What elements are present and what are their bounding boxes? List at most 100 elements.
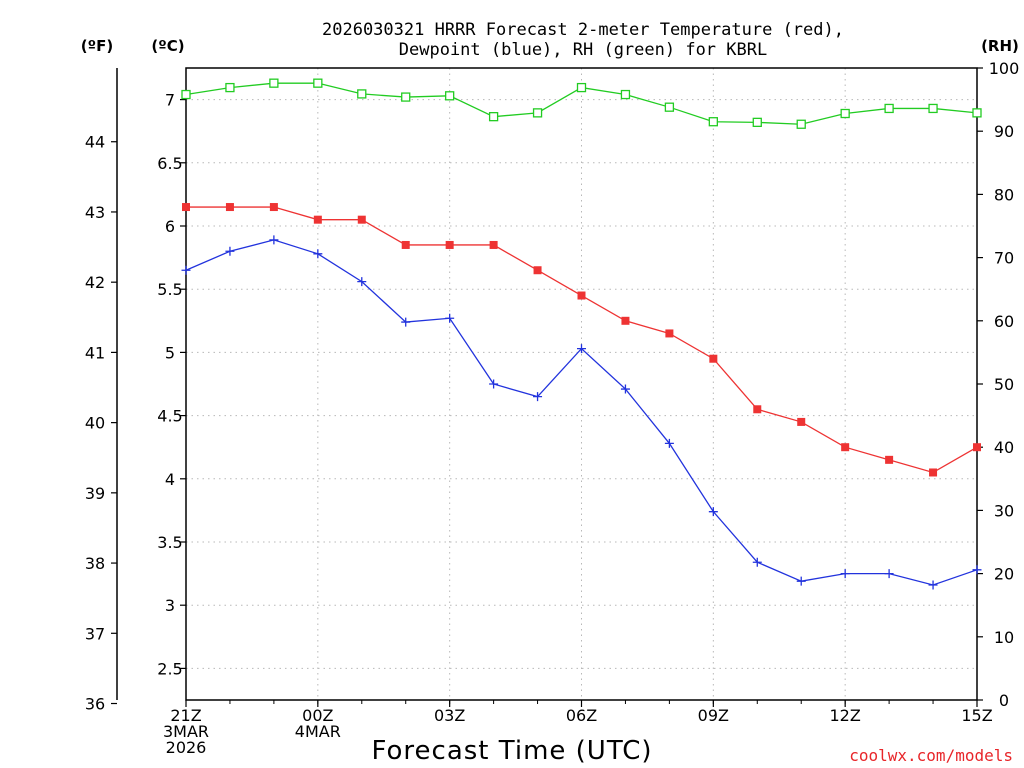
- data-point: [313, 78, 323, 88]
- x-tick-label: 2026: [166, 738, 207, 757]
- celsius-tick-label: 3.5: [157, 533, 182, 552]
- data-point: [796, 576, 806, 586]
- rh-tick-label: 40: [994, 438, 1014, 457]
- data-point: [928, 103, 938, 114]
- rh-tick-label: 10: [994, 628, 1014, 647]
- data-point: [181, 89, 191, 100]
- data-point: [445, 240, 454, 249]
- data-point: [621, 316, 630, 325]
- x-axis-label: Forecast Time (UTC): [371, 736, 652, 766]
- rh-tick-label: 60: [994, 312, 1014, 331]
- chart-title-line1: 2026030321 HRRR Forecast 2-meter Tempera…: [322, 20, 844, 40]
- fahrenheit-tick-label: 44: [85, 133, 105, 152]
- data-point: [752, 117, 762, 128]
- data-point: [708, 507, 718, 517]
- series-dewpoint-c: [181, 235, 982, 590]
- data-point: [533, 392, 543, 402]
- fahrenheit-tick-label: 38: [85, 554, 105, 573]
- data-point: [752, 557, 762, 567]
- celsius-tick-label: 4.5: [157, 407, 182, 426]
- data-point: [401, 92, 411, 102]
- celsius-tick-label: 3: [165, 596, 175, 615]
- data-point: [576, 82, 587, 93]
- data-point: [182, 203, 190, 212]
- data-point: [489, 240, 498, 249]
- data-point: [620, 384, 630, 394]
- data-point: [225, 82, 235, 93]
- data-point: [577, 291, 586, 300]
- data-point: [577, 344, 586, 354]
- celsius-tick-label: 7: [165, 91, 175, 110]
- data-point: [357, 277, 367, 287]
- rh-tick-label: 0: [999, 691, 1009, 710]
- grid-lines: [186, 68, 977, 700]
- data-point: [225, 246, 235, 256]
- data-point: [664, 438, 674, 448]
- x-tick-label: 00Z: [302, 706, 333, 725]
- data-point: [313, 249, 323, 259]
- celsius-unit-label: (ºC): [151, 37, 184, 55]
- x-tick-label: 15Z: [961, 706, 992, 725]
- axes: 2.533.544.555.566.5736373839404142434401…: [85, 59, 1019, 757]
- data-point: [357, 89, 367, 99]
- fahrenheit-tick-label: 41: [85, 343, 105, 362]
- data-point: [181, 265, 191, 275]
- data-point: [313, 215, 322, 224]
- data-point: [533, 266, 542, 275]
- data-point: [885, 455, 894, 464]
- rh-tick-label: 30: [994, 501, 1014, 520]
- data-point: [401, 240, 410, 249]
- data-point: [797, 417, 806, 426]
- rh-tick-label: 90: [994, 122, 1014, 141]
- x-tick-label: 12Z: [830, 706, 861, 725]
- fahrenheit-unit-label: (ºF): [81, 37, 113, 55]
- data-point: [532, 108, 543, 118]
- data-point: [709, 354, 718, 363]
- data-point: [972, 108, 982, 118]
- fahrenheit-tick-label: 39: [85, 484, 105, 503]
- data-point: [884, 103, 894, 114]
- data-point: [401, 317, 411, 327]
- x-tick-label: 06Z: [566, 706, 597, 725]
- data-point: [620, 89, 631, 100]
- series-line: [186, 206, 978, 474]
- data-point: [796, 119, 806, 129]
- celsius-tick-label: 6.5: [157, 154, 182, 173]
- data-point: [708, 117, 718, 127]
- data-point: [357, 215, 366, 224]
- data-point: [753, 405, 762, 414]
- data-point: [269, 203, 278, 212]
- data-point: [840, 569, 850, 579]
- celsius-tick-label: 4: [165, 470, 175, 489]
- data-point: [972, 565, 982, 575]
- data-point: [929, 468, 938, 477]
- fahrenheit-tick-label: 37: [85, 624, 105, 643]
- source-credit: coolwx.com/models: [849, 746, 1013, 765]
- fahrenheit-tick-label: 42: [85, 273, 105, 292]
- x-tick-label: 4MAR: [295, 722, 341, 741]
- fahrenheit-tick-label: 36: [85, 695, 105, 714]
- celsius-tick-label: 2.5: [157, 659, 182, 678]
- chart-title-line2: Dewpoint (blue), RH (green) for KBRL: [399, 40, 767, 60]
- data-point: [928, 580, 938, 590]
- data-point: [664, 102, 675, 112]
- celsius-tick-label: 6: [165, 217, 175, 236]
- celsius-tick-label: 5.5: [157, 280, 182, 299]
- data-point: [973, 443, 981, 452]
- rh-tick-label: 80: [994, 185, 1014, 204]
- x-tick-label: 03Z: [434, 706, 465, 725]
- fahrenheit-tick-label: 43: [85, 203, 105, 222]
- series-temperature-c: [182, 203, 981, 477]
- data-point: [884, 569, 894, 579]
- fahrenheit-tick-label: 40: [85, 414, 105, 433]
- data-point: [840, 108, 850, 119]
- rh-tick-label: 100: [989, 59, 1020, 78]
- data-point: [665, 329, 674, 338]
- data-point: [488, 112, 499, 122]
- rh-tick-label: 20: [994, 565, 1014, 584]
- data-point: [269, 78, 279, 88]
- data-point: [489, 379, 499, 389]
- data-point: [269, 235, 279, 245]
- celsius-tick-label: 5: [165, 343, 175, 362]
- x-tick-label: 09Z: [698, 706, 729, 725]
